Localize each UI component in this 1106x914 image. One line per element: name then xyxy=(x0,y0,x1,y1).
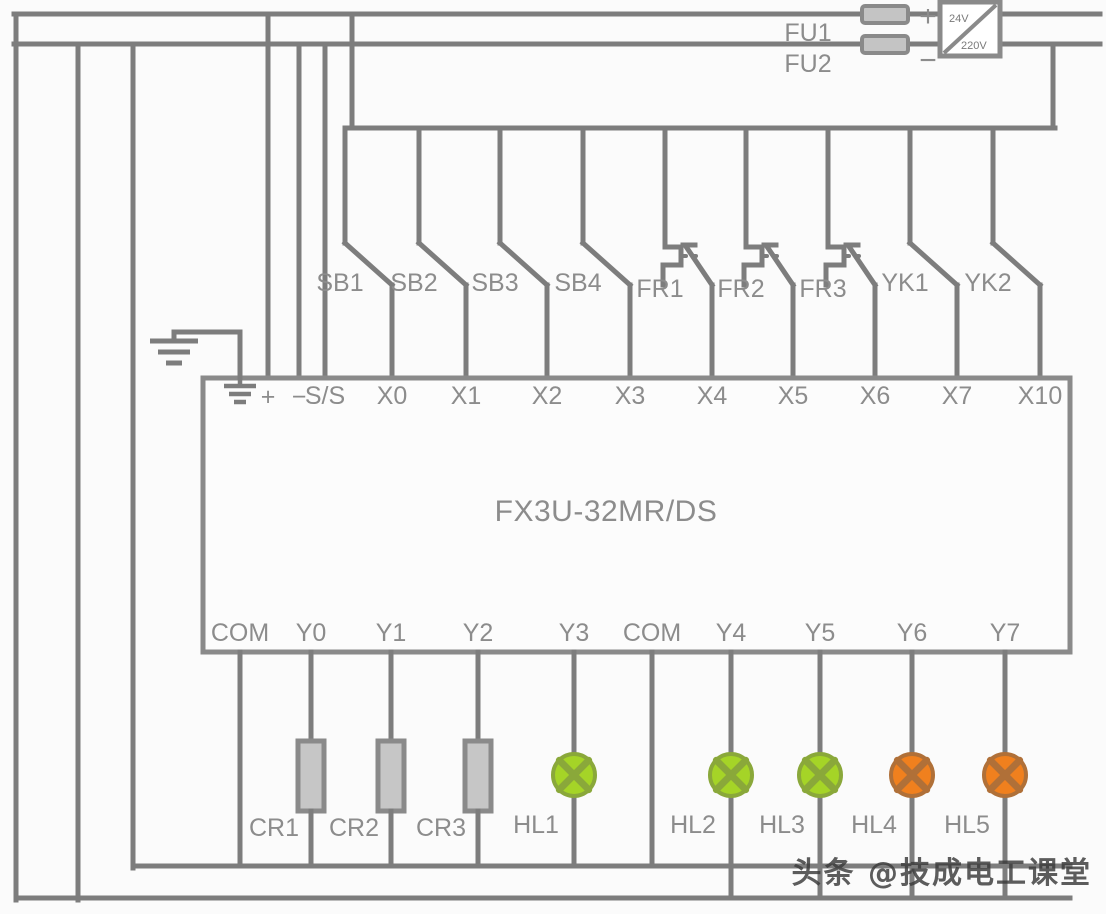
dc-power-supply-diagonal xyxy=(942,3,998,55)
bottom-return-buses xyxy=(13,863,1073,901)
output-device-label-hl3: HL3 xyxy=(759,811,805,839)
output-branch-hl2 xyxy=(708,649,754,901)
fuse-fu1-body xyxy=(860,4,910,25)
input-device-label-yk1: YK1 xyxy=(881,269,928,297)
plc-model-label: FX3U-32MR/DS xyxy=(495,495,718,528)
supply-plus-sign: + xyxy=(919,0,937,33)
relay-coil-body xyxy=(462,738,494,814)
top-power-bus-group xyxy=(11,11,1103,47)
fuse-fu2-label: FU2 xyxy=(784,50,831,78)
output-device-label-cr2: CR2 xyxy=(329,814,379,842)
input-device-label-yk2: YK2 xyxy=(964,269,1011,297)
input-common-rail-group xyxy=(347,11,1058,131)
terminal-y3: Y3 xyxy=(559,619,590,647)
output-device-label-hl1: HL1 xyxy=(513,811,559,839)
supply-minus-sign: − xyxy=(919,44,937,77)
input-branch-fr1 xyxy=(660,125,716,381)
fuse-fu2 xyxy=(860,34,910,55)
terminal-x1: X1 xyxy=(451,382,482,410)
input-branch-sb2 xyxy=(415,125,470,381)
output-device-label-cr3: CR3 xyxy=(416,814,466,842)
relay-coil-body xyxy=(375,738,407,814)
output-branch-cr3 xyxy=(462,649,494,869)
fuse-fu1-label: FU1 xyxy=(784,19,831,47)
dc-power-supply: 24V 220V xyxy=(937,0,1003,59)
input-branch-fr2 xyxy=(741,125,797,381)
earth-ground xyxy=(150,329,243,381)
output-device-label-hl4: HL4 xyxy=(851,811,897,839)
output-device-label-hl5: HL5 xyxy=(944,811,990,839)
terminal-y1: Y1 xyxy=(376,619,407,647)
relay-coil-body xyxy=(295,738,327,814)
terminal-x4: X4 xyxy=(697,382,728,410)
output-branch-cr2 xyxy=(375,649,407,869)
input-device-label-sb3: SB3 xyxy=(471,269,518,297)
dc-power-supply-input-label: 220V xyxy=(961,40,987,52)
terminal-y4: Y4 xyxy=(716,619,747,647)
output-branch-cr1 xyxy=(295,649,327,869)
watermark: 头条 @技成电工课堂 xyxy=(791,856,1092,891)
terminal-com-2: COM xyxy=(623,619,681,647)
plc-power-feeders xyxy=(265,11,328,381)
terminal-y0: Y0 xyxy=(296,619,327,647)
terminal-ground-icon xyxy=(224,378,256,405)
terminal-x0: X0 xyxy=(377,382,408,410)
terminal-y2: Y2 xyxy=(463,619,494,647)
terminal-minus: − xyxy=(292,383,307,411)
input-branch-yk2 xyxy=(989,125,1044,381)
output-branch-hl5 xyxy=(982,649,1028,901)
input-device-branches xyxy=(341,125,1044,381)
output-terminal-labels: COM Y0 Y1 Y2 Y3 COM Y4 Y5 Y6 Y7 xyxy=(211,619,1020,647)
terminal-ss: S/S xyxy=(305,382,345,410)
output-branch-hl4 xyxy=(889,649,935,901)
output-branch-hl1 xyxy=(551,649,597,869)
output-device-label-cr1: CR1 xyxy=(249,814,299,842)
fuse-fu2-body xyxy=(860,34,910,55)
terminal-x2: X2 xyxy=(532,382,563,410)
terminal-plus: + xyxy=(261,383,276,411)
input-branch-sb1 xyxy=(341,125,396,381)
ground-icon xyxy=(150,338,198,366)
input-device-label-fr3: FR3 xyxy=(799,275,846,303)
terminal-y6: Y6 xyxy=(897,619,928,647)
output-device-labels: CR1 CR2 CR3 HL1 HL2 HL3 HL4 HL5 xyxy=(249,811,990,842)
terminal-x10: X10 xyxy=(1018,382,1062,410)
terminal-y5: Y5 xyxy=(805,619,836,647)
dc-power-supply-output-label: 24V xyxy=(949,13,969,25)
plc-module: FX3U-32MR/DS xyxy=(200,375,1073,655)
terminal-x5: X5 xyxy=(778,382,809,410)
terminal-com-1: COM xyxy=(211,619,269,647)
input-device-label-sb4: SB4 xyxy=(554,269,601,297)
input-branch-sb3 xyxy=(496,125,551,381)
output-device-label-hl2: HL2 xyxy=(670,811,716,839)
input-device-label-sb1: SB1 xyxy=(316,269,363,297)
fuse-fu1 xyxy=(860,4,910,25)
output-branch-hl3 xyxy=(797,649,843,901)
terminal-x3: X3 xyxy=(615,382,646,410)
input-branch-yk1 xyxy=(906,125,961,381)
input-device-label-fr1: FR1 xyxy=(636,275,683,303)
output-device-branches xyxy=(130,649,1028,901)
input-device-label-sb2: SB2 xyxy=(390,269,437,297)
input-branch-sb4 xyxy=(579,125,634,381)
terminal-x7: X7 xyxy=(942,382,973,410)
input-terminal-labels: + −S/S X0 X1 X2 X3 X4 X5 X6 X7 X10 xyxy=(224,378,1062,411)
input-device-labels: SB1 SB2 SB3 SB4 FR1 FR2 FR3 YK1 YK2 xyxy=(316,269,1011,303)
input-device-label-fr2: FR2 xyxy=(717,275,764,303)
left-vertical-feeders xyxy=(13,11,136,903)
terminal-y7: Y7 xyxy=(990,619,1021,647)
plc-body xyxy=(200,375,1073,655)
terminal-x6: X6 xyxy=(860,382,891,410)
input-branch-fr3 xyxy=(823,125,879,381)
